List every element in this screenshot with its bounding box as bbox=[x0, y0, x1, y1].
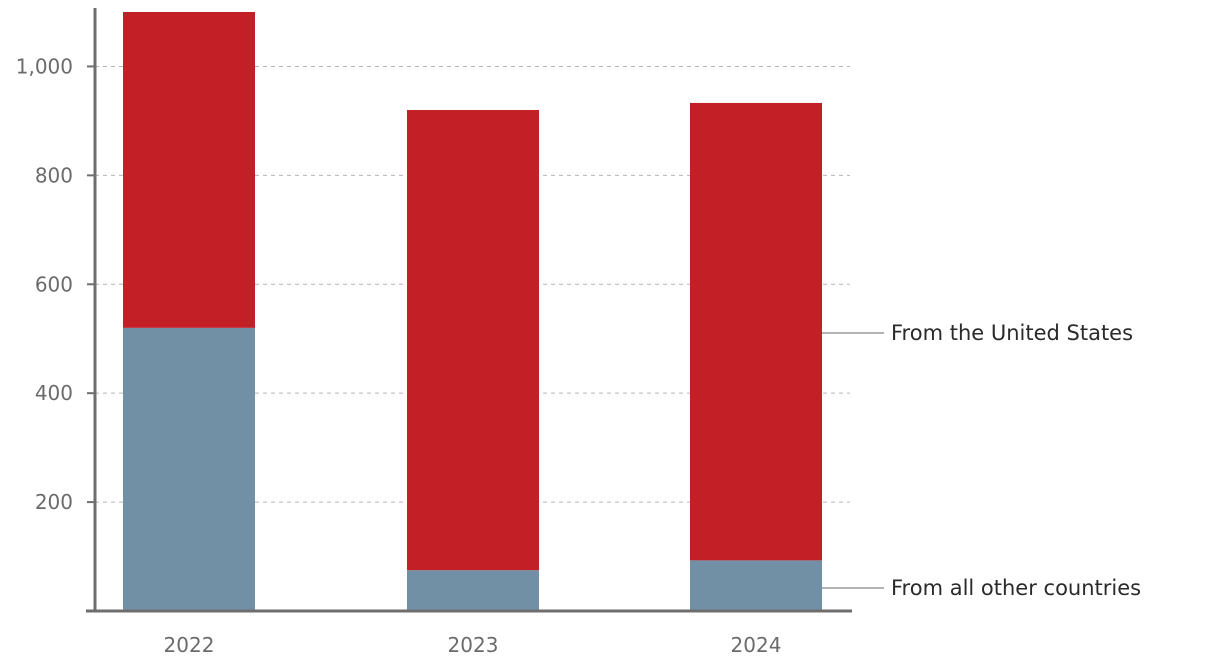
bar-2022-united-states bbox=[123, 12, 255, 328]
bar-2024-other-countries bbox=[690, 560, 822, 611]
legend: From all other countries From the United … bbox=[822, 321, 1141, 600]
bar-2024-united-states bbox=[690, 102, 822, 561]
x-tick-label: 2022 bbox=[164, 633, 215, 657]
bar-2023-other-countries bbox=[407, 570, 539, 611]
bar-2022-other-countries bbox=[123, 327, 255, 611]
y-tick-label: 600 bbox=[35, 272, 73, 296]
bar-2023-united-states bbox=[407, 110, 539, 571]
y-tick-labels: 200 400 600 800 1,000 bbox=[16, 54, 95, 514]
x-tick-label: 2023 bbox=[448, 633, 499, 657]
y-tick-label: 800 bbox=[35, 163, 73, 187]
bars bbox=[123, 12, 822, 611]
y-tick-label: 200 bbox=[35, 490, 73, 514]
x-tick-labels: 2022 2023 2024 bbox=[164, 633, 782, 657]
legend-label-other-countries: From all other countries bbox=[891, 576, 1141, 600]
y-tick-label: 1,000 bbox=[16, 54, 73, 78]
y-tick-label: 400 bbox=[35, 381, 73, 405]
legend-label-united-states: From the United States bbox=[891, 321, 1133, 345]
x-tick-label: 2024 bbox=[731, 633, 782, 657]
axes bbox=[86, 8, 852, 613]
